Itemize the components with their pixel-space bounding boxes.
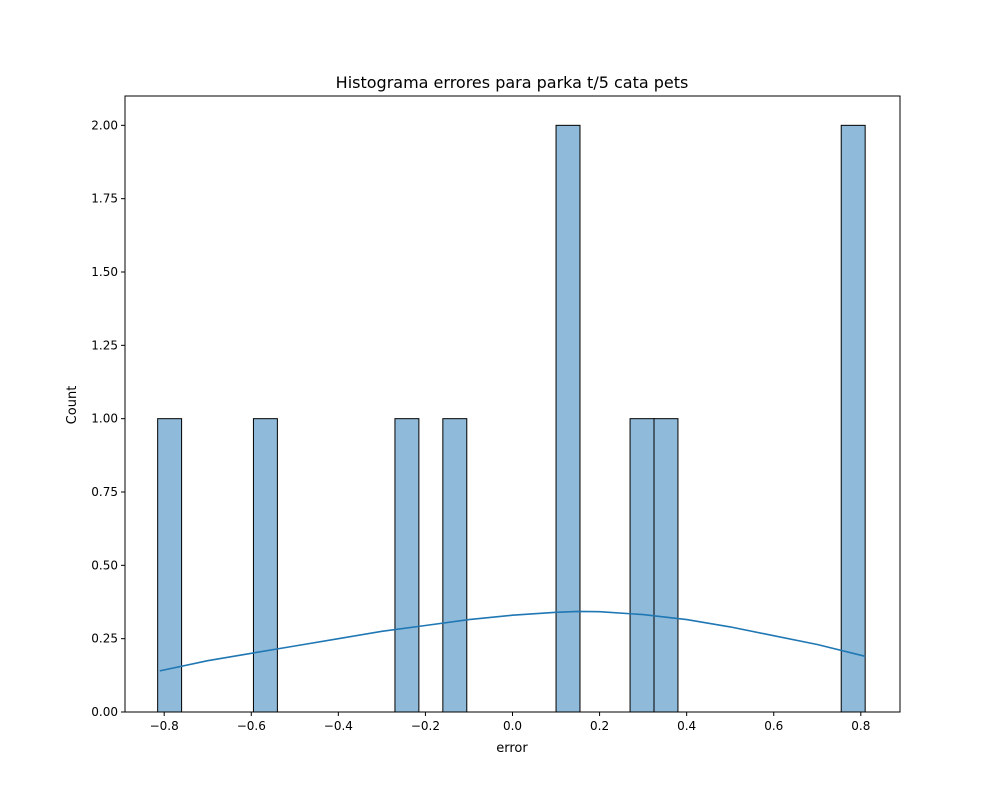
x-tick-label: 0.4 — [677, 719, 696, 733]
x-tick-label: 0.8 — [851, 719, 870, 733]
x-tick-label: 0.0 — [503, 719, 522, 733]
y-tick-label: 1.75 — [91, 192, 118, 206]
histogram-bar-7 — [840, 124, 866, 713]
x-tick-label: −0.2 — [411, 719, 440, 733]
y-tick-label: 0.50 — [91, 558, 118, 572]
x-tick-label: −0.8 — [150, 719, 179, 733]
x-tick-label: −0.6 — [237, 719, 266, 733]
kde-line — [159, 610, 866, 672]
y-tick-label: 1.00 — [91, 412, 118, 426]
x-axis-label: error — [496, 741, 528, 756]
chart-title: Histograma errores para parka t/5 cata p… — [336, 73, 689, 92]
y-tick-label: 1.25 — [91, 338, 118, 352]
y-axis-label: Count — [65, 386, 80, 425]
y-tick-label: 0.75 — [91, 485, 118, 499]
plot-area: −0.8 −0.6 −0.4 −0.2 0.0 0.2 0.4 0.6 0.8 0.00 0.25 0… — [91, 95, 901, 733]
x-tick-label: −0.4 — [324, 719, 353, 733]
y-tick-label: 0.25 — [91, 632, 118, 646]
x-tick-label: 0.6 — [764, 719, 783, 733]
y-tick-label: 1.50 — [91, 265, 118, 279]
x-tick-label: 0.2 — [590, 719, 609, 733]
histogram-bar-3 — [442, 418, 468, 713]
histogram-bar-5 — [629, 418, 655, 713]
histogram-bar-6 — [653, 418, 679, 713]
y-tick-label: 2.00 — [91, 118, 118, 132]
histogram-bar-1 — [252, 418, 278, 713]
plot-frame — [124, 95, 901, 713]
y-tick-label: 0.00 — [91, 705, 118, 719]
histogram-bar-4 — [555, 124, 581, 713]
histogram-bar-2 — [394, 418, 420, 713]
